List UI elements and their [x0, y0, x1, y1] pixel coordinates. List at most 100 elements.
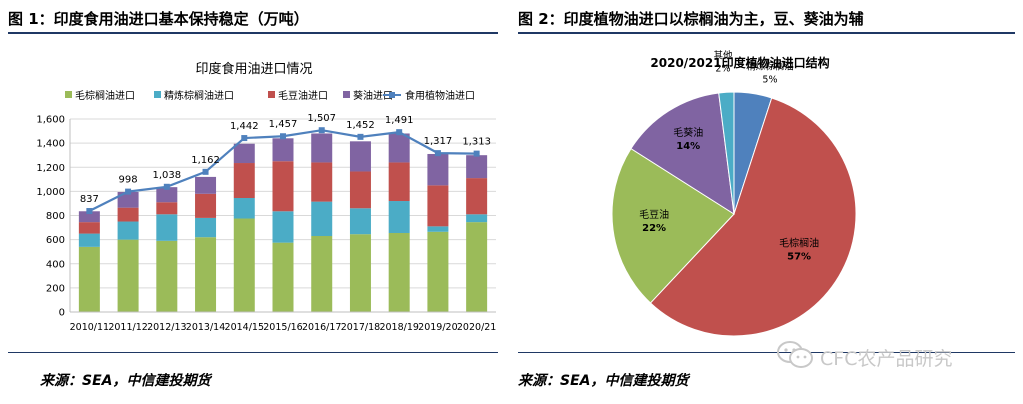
- figure2-top-rule: [518, 32, 1015, 34]
- total-data-label: 1,442: [230, 121, 259, 132]
- x-tick-label: 2014/15: [225, 322, 264, 333]
- y-tick-label: 1,600: [36, 115, 65, 126]
- bar-segment: [233, 163, 255, 199]
- legend-label: 葵油进口: [353, 89, 393, 102]
- figure1-source: 来源：SEA，中信建投期货: [40, 373, 211, 389]
- pie-label-name: 其他: [713, 49, 733, 61]
- x-tick-label: 2011/12: [108, 322, 147, 333]
- total-point: [241, 135, 248, 142]
- legend-swatch: [343, 91, 350, 98]
- bar-segment: [117, 239, 139, 312]
- total-point: [163, 183, 170, 190]
- bar-segment: [272, 242, 294, 312]
- bar-segment: [466, 214, 488, 223]
- bar-segment: [272, 211, 294, 243]
- y-tick-label: 200: [46, 283, 65, 294]
- pie-labels: 精炼棕榈油 5% 毛棕榈油 57% 毛豆油 22% 毛葵油 14% 其他 2%: [639, 49, 819, 262]
- bars: [78, 133, 488, 312]
- bar-segment: [117, 207, 139, 222]
- bar-segment: [78, 222, 100, 234]
- legend-label: 毛豆油进口: [278, 89, 328, 102]
- pie-slices: [611, 91, 857, 337]
- total-point: [86, 208, 93, 215]
- bar-segment: [195, 193, 217, 218]
- bar-segment: [388, 232, 410, 312]
- x-tick-label: 2018/19: [379, 322, 418, 333]
- pie-label-name: 毛棕榈油: [779, 237, 819, 250]
- total-data-label: 1,507: [307, 113, 336, 124]
- legend-label: 毛棕榈油进口: [75, 89, 135, 102]
- bar-segment: [311, 201, 333, 237]
- pie-slice: [611, 147, 735, 304]
- total-data-label: 1,162: [191, 155, 220, 166]
- stacked-bar-chart: 印度食用油进口情况 毛棕榈油进口 精炼棕榈油进口 毛豆油进口 葵油进口 食用植物油进口 …: [36, 61, 496, 333]
- y-tick-label: 1,200: [36, 163, 65, 174]
- total-line: 837 998 1,038 1,162 1,442 1,457 1,507 1,452 1,49…: [80, 113, 491, 215]
- bar-segment: [466, 178, 488, 215]
- x-tick-label: 2019/20: [418, 322, 457, 333]
- x-tick-label: 2020/21: [457, 322, 496, 333]
- x-tick-label: 2017/18: [341, 322, 380, 333]
- total-point: [357, 133, 364, 140]
- legend-label: 食用植物油进口: [405, 89, 475, 102]
- pie-slice: [630, 92, 735, 215]
- total-point: [280, 133, 286, 140]
- bar-segment: [427, 153, 449, 186]
- total-data-label: 837: [80, 194, 99, 205]
- bar-segment: [349, 208, 371, 235]
- watermark: CFC农产品研究: [776, 338, 1016, 374]
- bar-segment: [117, 221, 139, 240]
- bar-segment: [117, 191, 139, 208]
- bar-segment: [233, 198, 255, 219]
- total-data-label: 1,317: [424, 136, 453, 147]
- bar-segment: [78, 246, 100, 312]
- total-data-label: 1,452: [346, 120, 375, 131]
- bar-segment: [156, 214, 178, 241]
- figure1-top-rule: [8, 32, 498, 34]
- figure2-source: 来源：SEA，中信建投期货: [518, 373, 689, 389]
- pie-label-percent: 22%: [642, 223, 666, 234]
- total-data-label: 1,491: [385, 115, 414, 126]
- bar-segment: [156, 240, 178, 312]
- x-tick-label: 2016/17: [302, 322, 341, 333]
- total-data-label: 998: [119, 175, 138, 186]
- legend-swatch: [65, 91, 72, 98]
- total-data-label: 1,457: [269, 119, 298, 130]
- bar-segment: [195, 237, 217, 312]
- figure2-heading: 图 2：印度植物油进口以棕榈油为主，豆、葵油为辅: [518, 10, 864, 28]
- pie-label-percent: 2%: [715, 63, 730, 74]
- pie-chart: 2020/2021印度植物油进口结构 精炼棕榈油 5% 毛棕榈油 57% 毛豆油 22% 毛…: [611, 49, 857, 337]
- y-tick-label: 0: [59, 308, 65, 319]
- bar-segment: [311, 236, 333, 312]
- total-data-label: 1,038: [152, 170, 181, 181]
- watermark-text: CFC农产品研究: [820, 348, 953, 370]
- pie-label-percent: 5%: [762, 74, 777, 85]
- x-tick-label: 2010/11: [70, 322, 109, 333]
- figure2-bottom-rule: [518, 352, 1015, 353]
- legend-label: 精炼棕榈油进口: [164, 89, 234, 102]
- bar-segment: [388, 133, 410, 163]
- pie-label-name: 毛葵油: [673, 126, 703, 139]
- chart-legend: 毛棕榈油进口 精炼棕榈油进口 毛豆油进口 葵油进口 食用植物油进口: [65, 89, 475, 102]
- bar-segment: [388, 162, 410, 202]
- wechat-icon: [777, 341, 813, 368]
- bar-segment: [233, 143, 255, 164]
- total-point: [318, 127, 325, 134]
- bar-segment: [195, 176, 217, 194]
- x-tick-label: 2015/16: [263, 322, 302, 333]
- bar-segment: [466, 222, 488, 312]
- bar-segment: [156, 202, 178, 215]
- bar-segment: [427, 231, 449, 312]
- bar-segment: [78, 211, 100, 223]
- pie-label-percent: 57%: [787, 252, 811, 263]
- pie-label-name: 精炼棕榈油: [746, 60, 794, 72]
- y-tick-label: 600: [46, 235, 65, 246]
- bar-segment: [427, 226, 449, 232]
- bar-segment: [311, 133, 333, 163]
- figure1-heading: 图 1：印度食用油进口基本保持稳定（万吨）: [8, 10, 309, 28]
- y-axis-tick-labels: 0 200 400 600 800 1,000 1,200 1,400 1,600: [36, 115, 65, 319]
- x-tick-label: 2013/14: [186, 322, 225, 333]
- bar-segment: [78, 233, 100, 247]
- y-tick-label: 400: [46, 259, 65, 270]
- bar-segment: [466, 155, 488, 179]
